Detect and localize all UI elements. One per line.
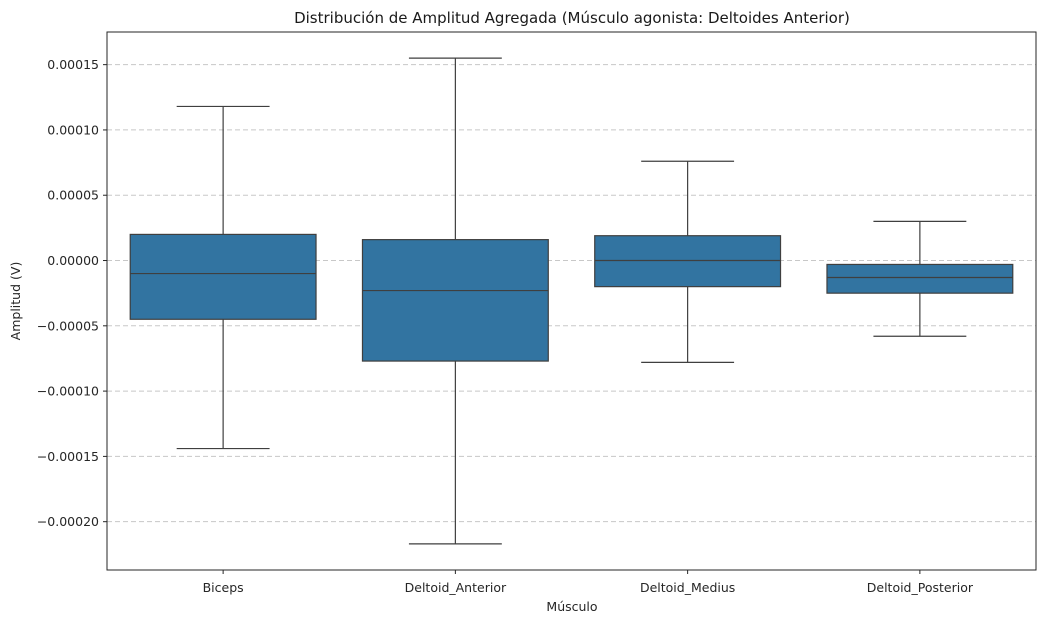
y-tick-label: −0.00010 (37, 384, 99, 399)
box (361, 239, 549, 362)
plot-frame (106, 31, 1037, 571)
gridlines (107, 64, 1036, 523)
box-group (361, 57, 549, 545)
y-axis-label: Amplitud (V) (8, 262, 23, 341)
x-ticks: Biceps Deltoid_Anterior Deltoid_Medius Delt… (203, 570, 974, 595)
y-tick-label: 0.00005 (47, 188, 99, 203)
y-tick-label: −0.00020 (37, 514, 99, 529)
y-tick-label: −0.00005 (37, 318, 99, 333)
box-group (594, 160, 782, 363)
box-group (129, 105, 317, 450)
box-layer (129, 57, 1014, 545)
y-tick-label: 0.00000 (47, 253, 99, 268)
chart-title: Distribución de Amplitud Agregada (Múscu… (294, 9, 850, 27)
box (594, 235, 782, 288)
y-tick-label: 0.00010 (47, 122, 99, 137)
x-tick-label: Deltoid_Anterior (405, 580, 507, 595)
x-tick-label: Deltoid_Posterior (867, 580, 974, 595)
x-axis-label: Músculo (546, 599, 597, 614)
y-ticks: −0.00020 −0.00015 −0.00010 −0.00005 0.00000 0… (37, 57, 107, 529)
x-tick-label: Biceps (203, 580, 244, 595)
y-tick-label: 0.00015 (47, 57, 99, 72)
box (826, 263, 1014, 294)
x-tick-label: Deltoid_Medius (640, 580, 735, 595)
y-tick-label: −0.00015 (37, 449, 99, 464)
box-group (826, 220, 1014, 337)
box (129, 233, 317, 320)
